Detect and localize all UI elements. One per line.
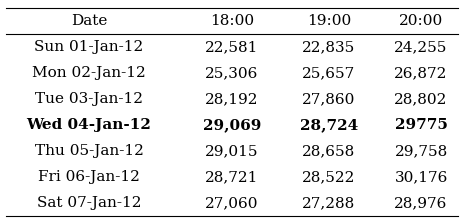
Text: Wed 04-Jan-12: Wed 04-Jan-12: [26, 118, 151, 132]
Text: Mon 02-Jan-12: Mon 02-Jan-12: [32, 66, 145, 80]
Text: 25,306: 25,306: [205, 66, 258, 80]
Text: 22,835: 22,835: [301, 40, 355, 54]
Text: 28,724: 28,724: [299, 118, 357, 132]
Text: 20:00: 20:00: [398, 14, 442, 28]
Text: Sun 01-Jan-12: Sun 01-Jan-12: [34, 40, 144, 54]
Text: 27,860: 27,860: [301, 92, 355, 106]
Text: Tue 03-Jan-12: Tue 03-Jan-12: [35, 92, 143, 106]
Text: 27,060: 27,060: [205, 196, 258, 210]
Text: Thu 05-Jan-12: Thu 05-Jan-12: [35, 144, 143, 158]
Text: 30,176: 30,176: [394, 170, 447, 184]
Text: 18:00: 18:00: [209, 14, 254, 28]
Text: Sat 07-Jan-12: Sat 07-Jan-12: [37, 196, 141, 210]
Text: 28,522: 28,522: [301, 170, 355, 184]
Text: 28,658: 28,658: [301, 144, 355, 158]
Text: Fri 06-Jan-12: Fri 06-Jan-12: [38, 170, 140, 184]
Text: 19:00: 19:00: [306, 14, 350, 28]
Text: 29,015: 29,015: [205, 144, 258, 158]
Text: 29,069: 29,069: [202, 118, 261, 132]
Text: 28,192: 28,192: [205, 92, 258, 106]
Text: 26,872: 26,872: [394, 66, 447, 80]
Text: 29,758: 29,758: [394, 144, 447, 158]
Text: Date: Date: [71, 14, 107, 28]
Text: 25,657: 25,657: [301, 66, 355, 80]
Text: 22,581: 22,581: [205, 40, 258, 54]
Text: 24,255: 24,255: [394, 40, 447, 54]
Text: 28,976: 28,976: [394, 196, 447, 210]
Text: 27,288: 27,288: [301, 196, 355, 210]
Text: 28,721: 28,721: [205, 170, 258, 184]
Text: 28,802: 28,802: [394, 92, 447, 106]
Text: 29775: 29775: [394, 118, 447, 132]
